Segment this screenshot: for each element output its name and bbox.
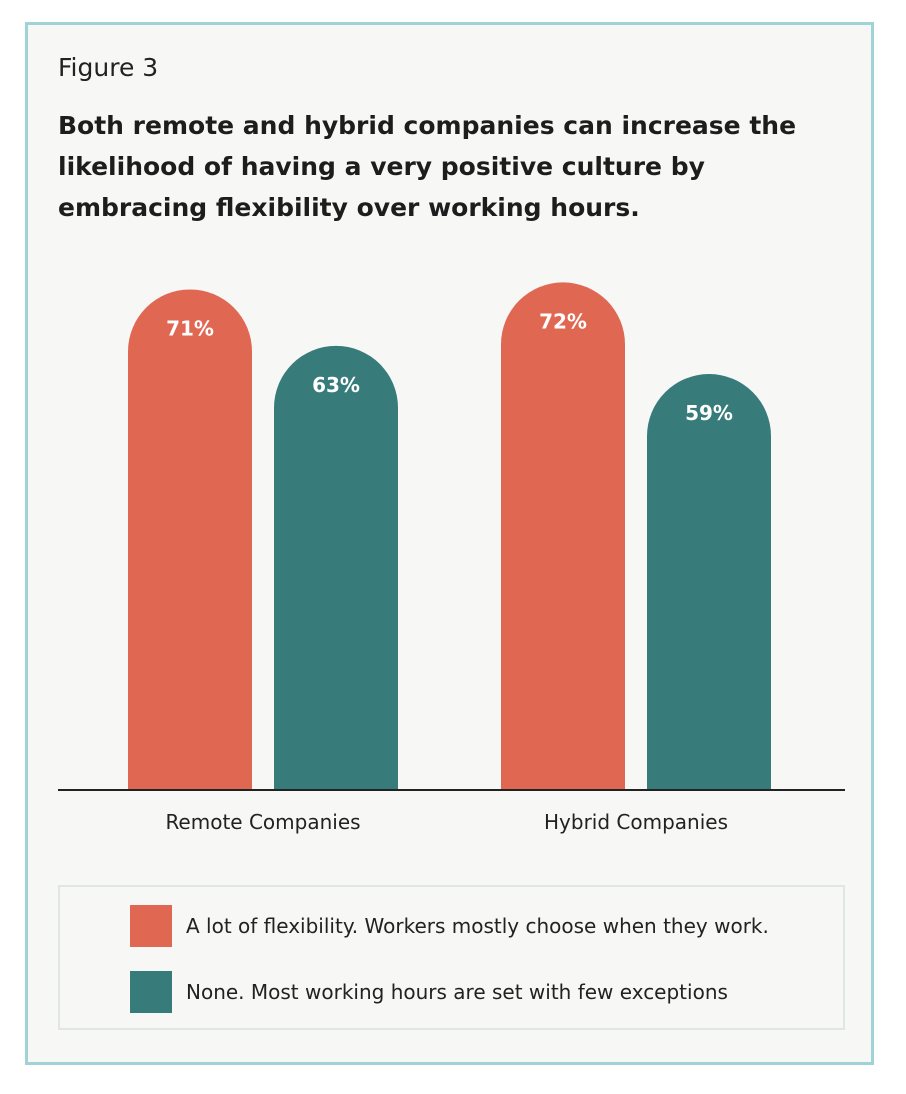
legend-swatch-flexible [130,905,172,947]
bar-remote-flexible [128,289,252,790]
data-label-hybrid-flexible: 72% [539,309,587,333]
figure-label: Figure 3 [58,53,159,82]
legend-label-flexible: A lot of flexibility. Workers mostly cho… [186,914,769,938]
legend-label-none: None. Most working hours are set with fe… [186,980,728,1004]
category-label-remote: Remote Companies [165,810,360,834]
legend-item-none: None. Most working hours are set with fe… [130,971,728,1013]
data-label-hybrid-none: 59% [685,401,733,425]
bar-chart: 71% 63% Remote Companies 72% 59% Hybrid Compa… [58,282,845,834]
data-label-remote-flexible: 71% [166,316,214,340]
legend-swatch-none [130,971,172,1013]
figure-card: Figure 3 Both remote and hybrid companie… [25,22,874,1065]
bar-hybrid-flexible [501,282,625,790]
category-label-hybrid: Hybrid Companies [544,810,728,834]
legend: A lot of flexibility. Workers mostly cho… [58,885,845,1030]
chart-title: Both remote and hybrid companies can inc… [58,111,797,222]
data-label-remote-none: 63% [312,373,360,397]
bar-remote-none [274,345,398,790]
legend-item-flexible: A lot of flexibility. Workers mostly cho… [130,905,769,947]
bar-hybrid-none [647,374,771,790]
